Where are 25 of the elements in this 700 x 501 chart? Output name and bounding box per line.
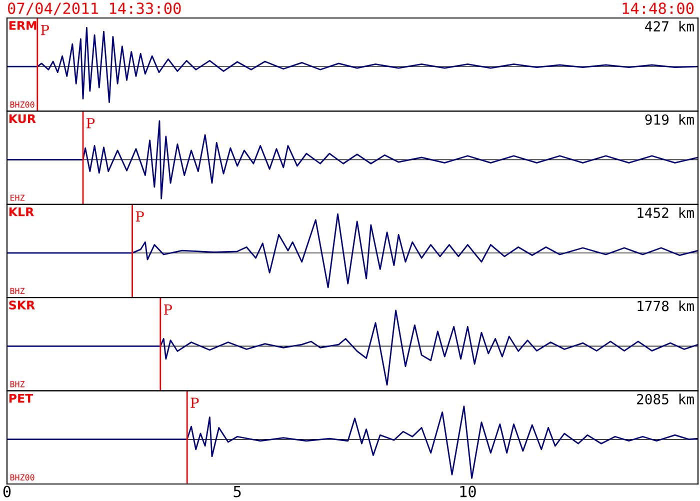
chart-title: PET [9,394,34,403]
chart-subtitle: 1778 km [638,300,694,312]
chart-title: KLR [9,208,34,216]
x-tick-label: 10 [460,486,476,498]
ref-line-label: P [86,118,95,128]
text: 14:48:00 [622,2,694,14]
annotation: BHZ00 [10,101,34,108]
text: BHZ [10,288,25,294]
ref-line-label: P [136,211,144,222]
annotation: BHZ [10,381,25,388]
chart-subtitle: 919 km [645,114,694,125]
text: 07/04/2011 14:33:00 [8,2,181,16]
x-tick-label: 0 [3,486,11,498]
x-tick-label: 5 [234,486,241,498]
chart-title: SKR [9,300,35,310]
chart-title: ERM [9,21,36,30]
chart-subtitle: 427 km [645,20,694,32]
ref-line-label: P [40,24,50,36]
chart-subtitle: 1452 km [638,207,694,218]
chart-subtitle: 2085 km [637,394,694,404]
ref-line-label: P [190,398,199,408]
chart-title: KUR [9,114,36,124]
ref-line-label: P [164,304,172,315]
annotation: BHZ00 [10,474,34,481]
annotation: EHZ [10,194,25,201]
